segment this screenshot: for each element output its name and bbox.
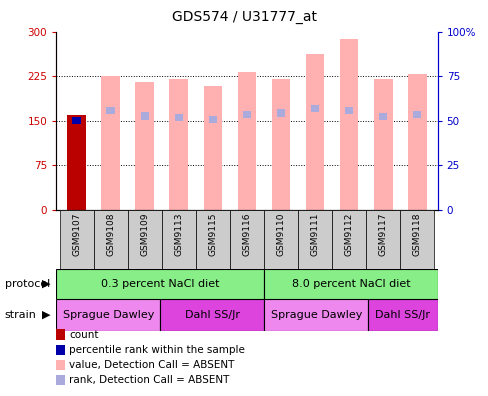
Text: GSM9116: GSM9116: [242, 213, 251, 256]
Bar: [67, 115, 86, 210]
Text: GSM9112: GSM9112: [344, 213, 353, 256]
Bar: [60, 210, 94, 269]
Text: ▶: ▶: [42, 310, 51, 320]
Text: GSM9113: GSM9113: [174, 213, 183, 256]
Bar: [242, 111, 251, 118]
Text: ▶: ▶: [42, 279, 51, 289]
Bar: [72, 117, 81, 124]
Bar: [160, 299, 264, 331]
Bar: [271, 79, 290, 210]
Bar: [140, 112, 149, 120]
Bar: [169, 79, 188, 210]
Bar: [264, 210, 297, 269]
Text: protocol: protocol: [5, 279, 50, 289]
Bar: [344, 107, 353, 114]
Text: 8.0 percent NaCl diet: 8.0 percent NaCl diet: [291, 279, 409, 289]
Bar: [237, 72, 256, 210]
Text: GSM9107: GSM9107: [72, 213, 81, 256]
Bar: [94, 210, 127, 269]
Bar: [208, 116, 217, 123]
Text: GSM9115: GSM9115: [208, 213, 217, 256]
Bar: [106, 107, 115, 114]
Bar: [276, 109, 285, 116]
Text: GSM9110: GSM9110: [276, 213, 285, 256]
Text: 0.3 percent NaCl diet: 0.3 percent NaCl diet: [101, 279, 219, 289]
Text: strain: strain: [5, 310, 37, 320]
Bar: [412, 111, 421, 118]
Text: Dahl SS/Jr: Dahl SS/Jr: [375, 310, 429, 320]
Bar: [162, 210, 196, 269]
Text: GDS574 / U31777_at: GDS574 / U31777_at: [172, 10, 316, 24]
Bar: [399, 210, 433, 269]
Bar: [297, 210, 331, 269]
Bar: [135, 82, 154, 210]
Text: rank, Detection Call = ABSENT: rank, Detection Call = ABSENT: [69, 375, 229, 385]
Text: Sprague Dawley: Sprague Dawley: [270, 310, 361, 320]
Text: Dahl SS/Jr: Dahl SS/Jr: [184, 310, 239, 320]
Text: GSM9118: GSM9118: [412, 213, 421, 256]
Bar: [367, 299, 437, 331]
Bar: [310, 105, 319, 112]
Bar: [264, 299, 367, 331]
Bar: [101, 76, 120, 210]
Text: value, Detection Call = ABSENT: value, Detection Call = ABSENT: [69, 360, 234, 370]
Bar: [366, 210, 399, 269]
Text: GSM9109: GSM9109: [140, 213, 149, 256]
Bar: [127, 210, 162, 269]
Text: Sprague Dawley: Sprague Dawley: [62, 310, 154, 320]
Text: percentile rank within the sample: percentile rank within the sample: [69, 345, 244, 355]
Bar: [373, 79, 392, 210]
Text: GSM9111: GSM9111: [310, 213, 319, 256]
Bar: [305, 54, 324, 210]
Bar: [56, 269, 264, 299]
Bar: [264, 269, 437, 299]
Text: GSM9117: GSM9117: [378, 213, 387, 256]
Bar: [203, 86, 222, 210]
Text: count: count: [69, 329, 98, 340]
Bar: [174, 114, 183, 121]
Bar: [339, 39, 358, 210]
Bar: [196, 210, 229, 269]
Bar: [229, 210, 264, 269]
Bar: [56, 299, 160, 331]
Bar: [378, 113, 386, 120]
Text: GSM9108: GSM9108: [106, 213, 115, 256]
Bar: [331, 210, 366, 269]
Bar: [407, 74, 426, 210]
